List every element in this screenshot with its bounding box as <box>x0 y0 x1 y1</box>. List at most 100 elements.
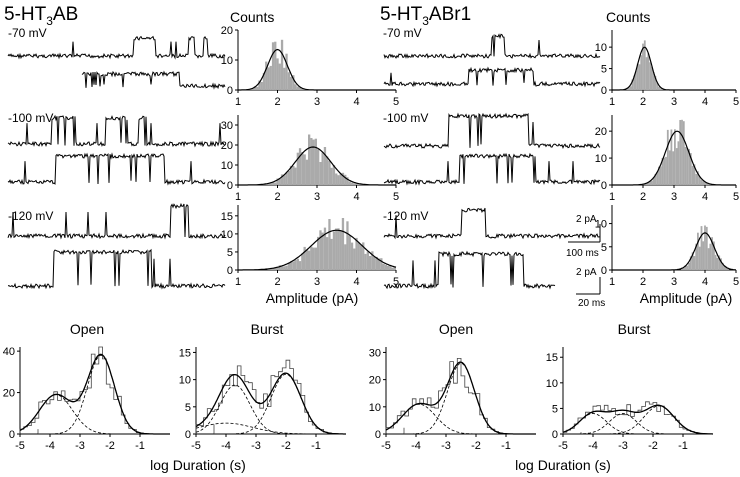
y-tick-label: 0 <box>375 429 381 441</box>
histogram-bar <box>353 183 356 185</box>
histogram-bar <box>312 247 315 270</box>
dwell-histogram-steps <box>562 401 713 435</box>
histogram-bar <box>278 265 281 270</box>
histogram-bar <box>355 183 358 185</box>
histogram-bar <box>296 258 299 270</box>
histogram-bar <box>294 84 297 90</box>
histogram-bar <box>681 119 683 185</box>
x-tick-label: -3 <box>75 440 85 452</box>
histogram-bar <box>312 139 315 185</box>
current-trace <box>7 114 226 148</box>
histogram-bar <box>636 63 639 90</box>
x-tick-label: 5 <box>733 191 739 203</box>
histogram-bar <box>716 257 719 270</box>
histogram-bar <box>380 258 383 270</box>
current-traces <box>7 33 601 290</box>
histogram-bar <box>276 267 279 270</box>
histogram-bar <box>265 184 268 185</box>
x-tick-label: -1 <box>501 440 511 452</box>
y-tick-label: 0 <box>227 180 233 192</box>
x-tick-label: 1 <box>609 191 615 203</box>
voltage-label: -120 mV <box>8 209 53 223</box>
x-tick-label: 4 <box>353 191 359 203</box>
histogram-bar <box>301 152 304 185</box>
histogram-bar <box>695 243 698 270</box>
histogram-bar <box>709 184 712 185</box>
histogram-bar <box>702 241 705 270</box>
y-tick-label: 10 <box>546 378 558 390</box>
histogram-bar <box>707 248 710 270</box>
histogram-4: 0 10 20 1 2 3 4 5 <box>595 115 739 203</box>
histogram-bar <box>326 156 329 185</box>
y-tick-label: 0 <box>601 265 607 277</box>
histogram-bar <box>303 246 306 270</box>
histogram-7: 0 5 10 15 -5 -4 -3 -2 -1 <box>179 347 346 452</box>
x-tick-label: -2 <box>648 440 658 452</box>
current-trace <box>383 33 601 59</box>
amplitude-axis-label-abr1: Amplitude (pA) <box>640 290 733 306</box>
histogram-1: 0 10 20 30 1 2 3 4 5 <box>221 115 399 203</box>
gaussian-fit-curve <box>238 48 396 91</box>
histogram-bar <box>645 183 648 185</box>
x-tick-label: 3 <box>314 96 320 108</box>
counts-header-ab: Counts <box>230 9 274 25</box>
voltage-label: -70 mV <box>8 26 47 40</box>
current-trace <box>7 248 226 290</box>
histogram-bar <box>328 160 331 185</box>
histogram-bar <box>695 173 698 185</box>
duration-axis-label-ab: log Duration (s) <box>150 457 246 473</box>
histogram-bar <box>649 62 651 90</box>
histogram-bar <box>269 65 272 90</box>
histogram-bar <box>296 152 299 185</box>
histogram-bar <box>274 182 277 185</box>
y-tick-label: 5 <box>185 402 191 414</box>
histogram-bar <box>344 174 347 185</box>
x-tick-label: 2 <box>274 96 280 108</box>
x-tick-label: 4 <box>702 191 708 203</box>
histogram-bar <box>276 58 279 90</box>
component-fit-curve <box>386 362 536 435</box>
y-tick-label: 15 <box>546 352 558 364</box>
histogram-bar <box>679 120 682 185</box>
histogram-bar <box>283 67 286 90</box>
histogram-bar <box>285 53 288 90</box>
histogram-bar <box>283 175 286 185</box>
histogram-bar <box>384 264 387 270</box>
histogram-bar <box>670 129 673 185</box>
histogram-bar <box>330 167 333 185</box>
x-tick-label: -4 <box>588 440 598 452</box>
histogram-bar <box>357 184 360 185</box>
histogram-bar <box>332 231 336 270</box>
histogram-bar <box>339 173 342 185</box>
histogram-bar <box>666 129 669 185</box>
histogram-bar <box>709 243 712 270</box>
x-tick-label: 4 <box>702 276 708 288</box>
x-tick-label: -1 <box>311 440 321 452</box>
x-tick-label: -2 <box>105 440 115 452</box>
voltage-label: -70 mV <box>383 26 422 40</box>
histogram-bar <box>651 180 653 185</box>
histogram-bar <box>658 86 660 90</box>
histogram-bar <box>654 76 657 90</box>
histogram-bar <box>686 148 689 185</box>
histogram-bar <box>289 76 293 90</box>
histogram-bar <box>723 265 726 270</box>
histogram-bar <box>640 55 643 90</box>
histogram-bar <box>393 266 396 270</box>
histogram-bar <box>335 173 338 185</box>
x-tick-label: 5 <box>393 96 399 108</box>
histogram-bar <box>382 263 385 270</box>
histogram-bar <box>355 237 358 270</box>
histogram-bar <box>292 166 295 185</box>
y-tick-label: 20 <box>221 25 233 37</box>
component-fit-curve <box>563 413 713 435</box>
gaussian-fit-curve <box>238 146 396 186</box>
total-fit-curve <box>385 361 536 435</box>
y-tick-label: 10 <box>595 42 607 54</box>
histogram-bar <box>693 164 696 185</box>
histogram-bar <box>686 265 689 270</box>
histogram-bar <box>698 246 701 270</box>
histogram-bar <box>682 121 685 185</box>
